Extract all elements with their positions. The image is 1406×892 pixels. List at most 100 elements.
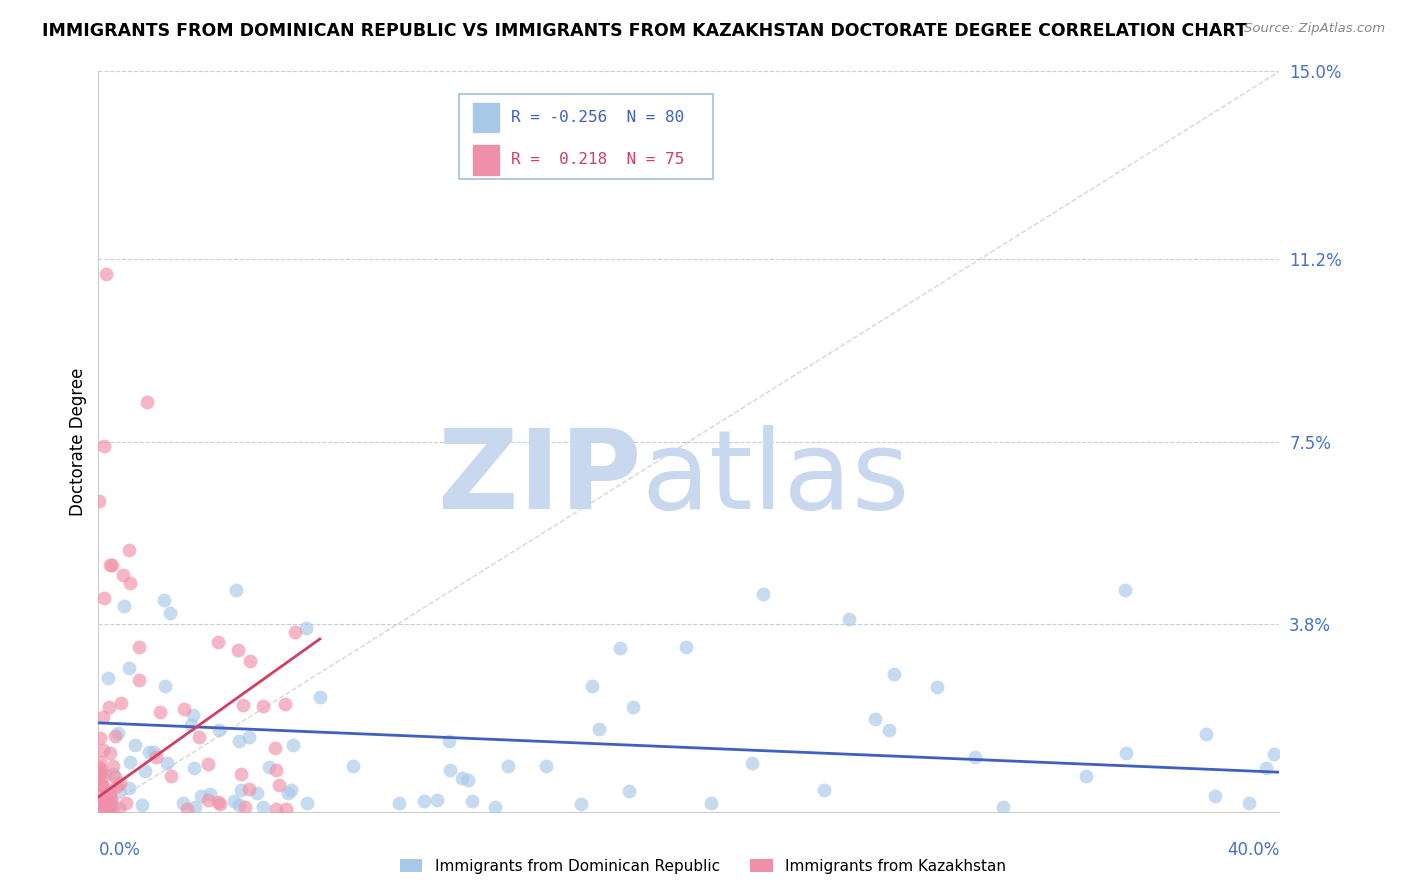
Point xyxy=(451,772,474,786)
Point xyxy=(284,624,307,639)
Point xyxy=(89,760,111,774)
Point xyxy=(277,786,299,800)
Point xyxy=(413,794,436,808)
Point xyxy=(90,780,112,794)
Point xyxy=(1115,747,1137,761)
Point xyxy=(120,576,142,591)
Point xyxy=(90,777,112,791)
Point xyxy=(89,731,111,746)
Point xyxy=(131,798,153,813)
Point xyxy=(197,793,219,807)
FancyBboxPatch shape xyxy=(458,94,713,178)
Point xyxy=(98,747,121,761)
Point xyxy=(94,267,117,281)
Point xyxy=(581,679,603,693)
Point xyxy=(190,789,212,803)
Point xyxy=(534,759,557,773)
Point xyxy=(267,779,290,793)
Point xyxy=(100,802,122,816)
Point xyxy=(226,642,249,657)
Point xyxy=(281,738,304,752)
Point xyxy=(741,756,763,771)
Point xyxy=(91,743,114,757)
Point xyxy=(155,756,177,770)
Point xyxy=(183,761,205,775)
Point xyxy=(496,759,519,773)
Point xyxy=(1204,789,1226,803)
Point xyxy=(699,796,721,810)
Point xyxy=(153,593,176,607)
Point xyxy=(108,775,131,789)
Point xyxy=(252,799,274,814)
Point xyxy=(437,734,460,748)
Point xyxy=(98,785,121,799)
Point xyxy=(231,782,253,797)
Point xyxy=(457,773,479,788)
Text: Source: ZipAtlas.com: Source: ZipAtlas.com xyxy=(1244,22,1385,36)
Point xyxy=(461,794,484,808)
Point xyxy=(172,797,194,811)
Point xyxy=(439,763,461,777)
Point xyxy=(90,799,112,814)
Point xyxy=(94,768,117,782)
Y-axis label: Doctorate Degree: Doctorate Degree xyxy=(69,368,87,516)
Point xyxy=(100,796,122,810)
Point xyxy=(128,673,150,688)
Point xyxy=(209,797,232,812)
Point xyxy=(588,722,610,736)
Point xyxy=(231,767,253,781)
Legend: Immigrants from Dominican Republic, Immigrants from Kazakhstan: Immigrants from Dominican Republic, Immi… xyxy=(394,853,1012,880)
Point xyxy=(484,799,506,814)
Text: 40.0%: 40.0% xyxy=(1227,841,1279,859)
Point xyxy=(246,786,269,800)
Point xyxy=(173,702,195,716)
Point xyxy=(308,690,330,704)
Text: 0.0%: 0.0% xyxy=(98,841,141,859)
Point xyxy=(883,667,905,681)
Point xyxy=(266,763,288,777)
Point xyxy=(97,802,120,816)
Point xyxy=(197,756,219,771)
Point xyxy=(619,783,641,797)
Point xyxy=(118,781,141,796)
Point xyxy=(93,591,115,606)
Point xyxy=(98,788,121,802)
Point xyxy=(100,792,122,806)
Point xyxy=(252,698,274,713)
Point xyxy=(110,696,132,710)
Point xyxy=(224,794,246,808)
Point xyxy=(225,583,247,598)
Point xyxy=(114,797,136,811)
Point xyxy=(89,755,111,769)
Point xyxy=(101,558,124,572)
Point xyxy=(93,795,115,809)
Point xyxy=(90,763,112,777)
Point xyxy=(117,543,139,558)
Point xyxy=(101,758,124,772)
Point xyxy=(208,723,231,737)
Point xyxy=(135,395,157,409)
Point xyxy=(838,612,860,626)
Point xyxy=(207,795,229,809)
Point xyxy=(97,799,120,814)
Point xyxy=(426,793,449,807)
Point xyxy=(257,760,280,774)
Point xyxy=(991,799,1014,814)
Point xyxy=(207,635,229,649)
Point xyxy=(181,708,204,723)
Point xyxy=(295,796,318,810)
Point xyxy=(925,680,948,694)
Point xyxy=(879,723,901,738)
Point xyxy=(239,654,262,668)
Point xyxy=(863,712,886,726)
Point xyxy=(294,621,316,635)
Point xyxy=(101,766,124,780)
Point xyxy=(228,798,250,813)
Point xyxy=(1263,747,1285,761)
Point xyxy=(1194,727,1216,741)
Bar xyxy=(472,145,499,175)
Point xyxy=(569,797,592,811)
Point xyxy=(274,802,297,816)
Point xyxy=(138,745,160,759)
Point xyxy=(149,705,172,719)
